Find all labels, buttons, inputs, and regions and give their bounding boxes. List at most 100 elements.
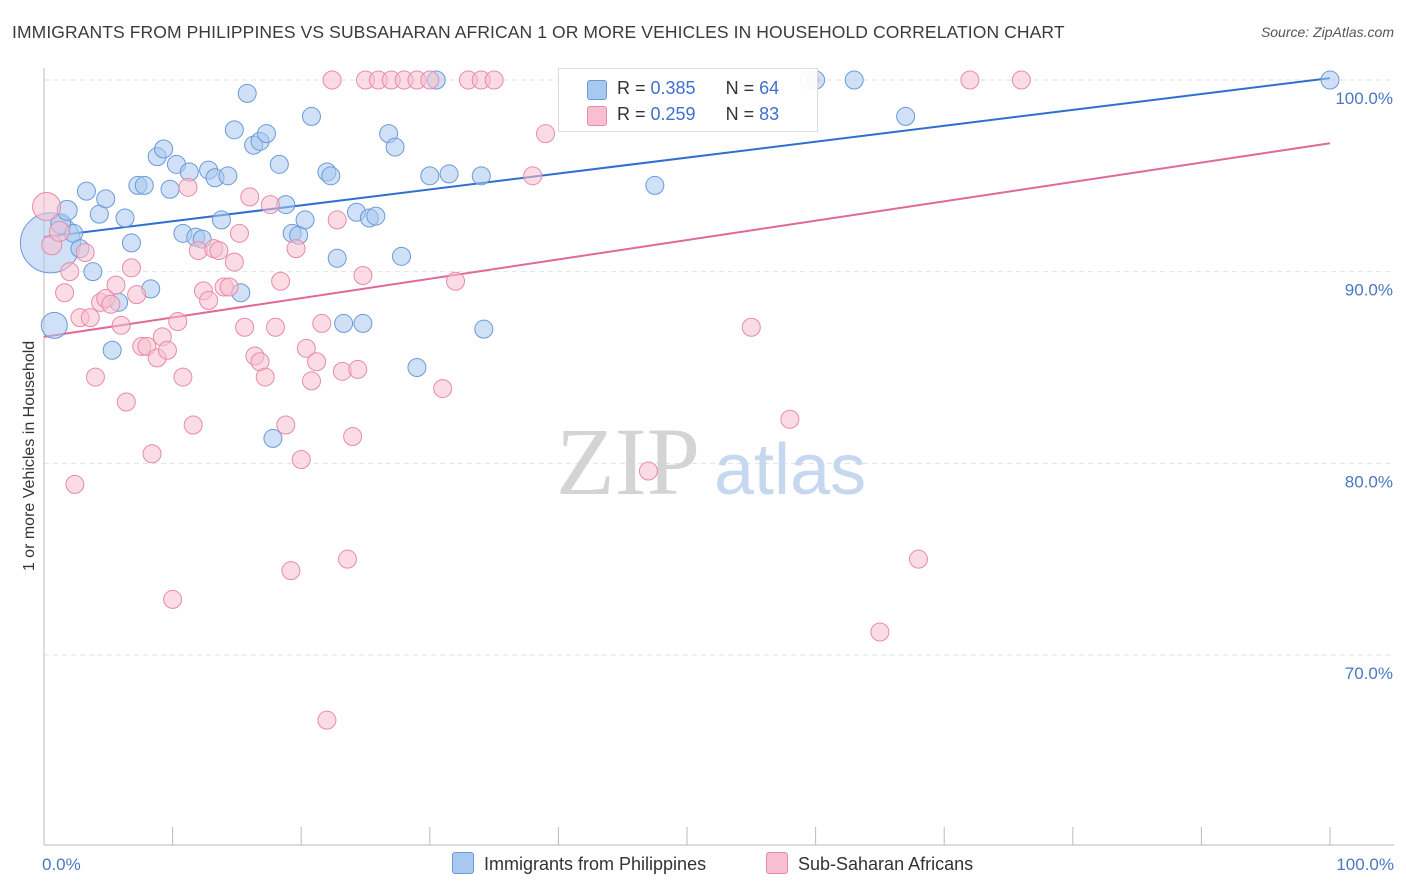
point-philippines bbox=[844, 70, 864, 90]
point-philippines bbox=[353, 313, 373, 333]
point-subsaharan bbox=[116, 392, 136, 412]
point-subsaharan bbox=[127, 285, 147, 305]
point-subsaharan bbox=[142, 444, 162, 464]
point-philippines bbox=[154, 139, 174, 159]
point-subsaharan bbox=[312, 313, 332, 333]
n-value: 64 bbox=[759, 78, 780, 98]
point-philippines bbox=[334, 313, 354, 333]
point-subsaharan bbox=[286, 239, 306, 259]
point-philippines bbox=[115, 208, 135, 228]
point-philippines bbox=[327, 248, 347, 268]
chart-title: IMMIGRANTS FROM PHILIPPINES VS SUBSAHARA… bbox=[12, 22, 1065, 42]
y-axis-label: 1 or more Vehicles in Household bbox=[21, 341, 38, 571]
point-subsaharan bbox=[523, 166, 543, 186]
point-subsaharan bbox=[348, 359, 368, 379]
r-value: 0.259 bbox=[650, 104, 696, 124]
point-philippines bbox=[295, 210, 315, 230]
point-subsaharan bbox=[255, 367, 275, 387]
point-philippines bbox=[392, 246, 412, 266]
point-subsaharan bbox=[235, 317, 255, 337]
point-subsaharan bbox=[80, 308, 100, 328]
point-subsaharan bbox=[199, 290, 219, 310]
point-subsaharan bbox=[317, 710, 337, 730]
point-subsaharan bbox=[276, 415, 296, 435]
point-subsaharan bbox=[60, 262, 80, 282]
point-subsaharan bbox=[183, 415, 203, 435]
point-subsaharan bbox=[168, 312, 188, 331]
point-subsaharan bbox=[121, 258, 141, 278]
point-subsaharan bbox=[106, 275, 126, 295]
watermark-atlas: atlas bbox=[714, 430, 866, 510]
point-philippines bbox=[301, 106, 321, 126]
data-points bbox=[19, 70, 1340, 730]
point-subsaharan bbox=[157, 340, 177, 360]
point-philippines bbox=[1320, 70, 1340, 90]
source-label: Source: ZipAtlas.com bbox=[1260, 24, 1394, 40]
point-philippines bbox=[366, 206, 386, 226]
gridlines bbox=[44, 79, 1394, 656]
point-subsaharan bbox=[32, 192, 62, 221]
legend-swatch-blue bbox=[587, 80, 607, 100]
n-value: 83 bbox=[759, 104, 780, 124]
legend-swatch-pink bbox=[766, 852, 788, 874]
x-tick-label-min: 0.0% bbox=[42, 855, 81, 874]
point-subsaharan bbox=[638, 461, 658, 481]
point-philippines bbox=[471, 166, 491, 186]
point-subsaharan bbox=[224, 252, 244, 272]
point-subsaharan bbox=[420, 70, 440, 90]
point-subsaharan bbox=[301, 371, 321, 391]
trend-line-subsaharan bbox=[43, 142, 1331, 338]
legend-label: Immigrants from Philippines bbox=[484, 854, 707, 874]
point-philippines bbox=[645, 175, 665, 195]
point-subsaharan bbox=[271, 271, 291, 291]
point-subsaharan bbox=[1011, 70, 1031, 90]
point-subsaharan bbox=[111, 315, 131, 335]
legend-swatch-pink bbox=[587, 106, 607, 126]
point-philippines bbox=[83, 262, 103, 282]
axes bbox=[43, 68, 1394, 846]
point-subsaharan bbox=[178, 177, 198, 197]
r-value: 0.385 bbox=[650, 78, 696, 98]
point-subsaharan bbox=[219, 277, 239, 297]
r-label: R = bbox=[617, 78, 651, 98]
point-philippines bbox=[474, 319, 494, 339]
point-philippines bbox=[263, 428, 283, 448]
n-label: N = bbox=[725, 104, 760, 124]
point-philippines bbox=[407, 358, 427, 377]
n-label: N = bbox=[725, 78, 760, 98]
point-subsaharan bbox=[780, 409, 800, 429]
point-subsaharan bbox=[908, 549, 928, 569]
point-philippines bbox=[385, 137, 405, 157]
point-subsaharan bbox=[281, 561, 301, 581]
legend-item-philippines[interactable]: Immigrants from Philippines bbox=[452, 852, 706, 875]
point-subsaharan bbox=[343, 427, 363, 446]
correlation-legend: R = 0.385 N = 64 R = 0.259 N = 83 bbox=[558, 68, 818, 132]
legend-label: Sub-Saharan Africans bbox=[798, 854, 974, 874]
point-subsaharan bbox=[173, 367, 193, 387]
point-subsaharan bbox=[536, 124, 556, 144]
trend-lines bbox=[43, 77, 1331, 338]
point-subsaharan bbox=[55, 283, 75, 303]
point-subsaharan bbox=[353, 266, 373, 285]
point-philippines bbox=[211, 210, 231, 230]
point-subsaharan bbox=[433, 379, 453, 399]
point-subsaharan bbox=[209, 241, 229, 261]
y-tick-label: 70.0% bbox=[1345, 664, 1393, 683]
point-subsaharan bbox=[260, 195, 280, 215]
y-tick-labels: 70.0% 80.0% 90.0% 100.0% bbox=[1335, 89, 1393, 683]
point-subsaharan bbox=[296, 338, 316, 358]
y-tick-label: 90.0% bbox=[1345, 281, 1393, 300]
legend-item-subsaharan[interactable]: Sub-Saharan Africans bbox=[766, 852, 973, 875]
point-philippines bbox=[121, 233, 141, 253]
point-subsaharan bbox=[327, 210, 347, 230]
point-philippines bbox=[76, 181, 96, 201]
point-philippines bbox=[96, 189, 116, 209]
r-label: R = bbox=[617, 104, 651, 124]
point-philippines bbox=[102, 340, 122, 360]
point-subsaharan bbox=[240, 187, 260, 207]
legend-swatch-blue bbox=[452, 852, 474, 874]
point-subsaharan bbox=[75, 243, 95, 262]
point-philippines bbox=[224, 120, 244, 140]
watermark-zip: ZIP bbox=[556, 408, 700, 515]
